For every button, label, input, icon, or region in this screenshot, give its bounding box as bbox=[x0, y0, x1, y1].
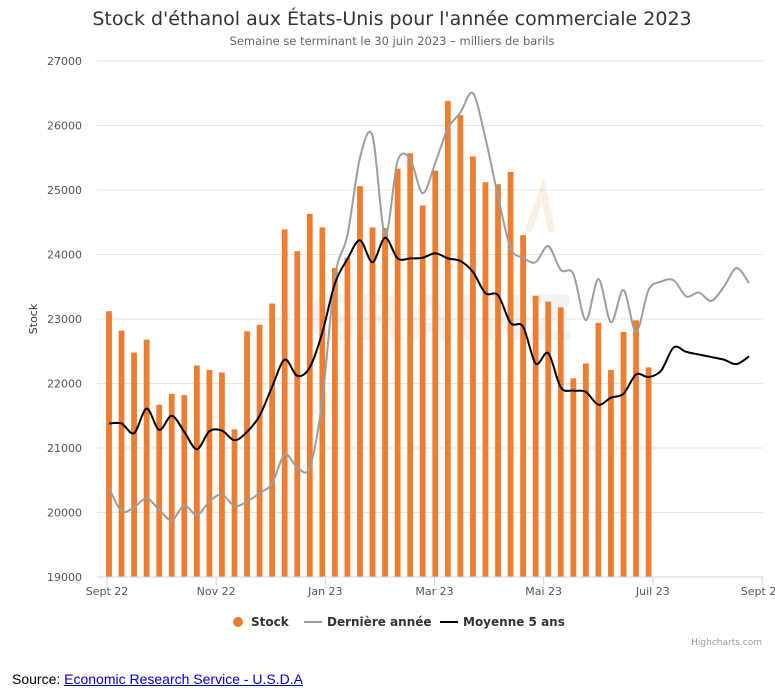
y-tick-label: 20000 bbox=[47, 507, 82, 520]
stock-bar[interactable] bbox=[620, 331, 627, 577]
stock-bar[interactable] bbox=[432, 170, 439, 577]
stock-bar[interactable] bbox=[495, 184, 501, 577]
x-tick-label: Mai 23 bbox=[525, 585, 562, 598]
stock-bar[interactable] bbox=[557, 307, 564, 577]
stock-bar[interactable] bbox=[545, 301, 552, 577]
stock-bar[interactable] bbox=[106, 311, 112, 577]
stock-bar[interactable] bbox=[369, 227, 376, 577]
y-axis-ticks: 19000 20000 21000 22000 23000 24000 25000 26000… bbox=[47, 55, 82, 584]
legend-label-derniere-annee: Dernière année bbox=[327, 615, 432, 629]
moyenne-5-ans-line[interactable] bbox=[108, 236, 750, 451]
legend-label-stock: Stock bbox=[251, 615, 290, 629]
chart-subtitle: Semaine se terminant le 30 juin 2023 – m… bbox=[230, 34, 555, 48]
stock-bar[interactable] bbox=[269, 303, 276, 577]
stock-bar[interactable] bbox=[143, 339, 150, 577]
stock-bar[interactable] bbox=[357, 186, 363, 577]
stock-bar[interactable] bbox=[344, 257, 351, 577]
stock-bar[interactable] bbox=[507, 171, 514, 577]
stock-bar[interactable] bbox=[281, 229, 288, 577]
x-tick-label: Sept 23 bbox=[741, 585, 775, 598]
stock-bar[interactable] bbox=[407, 153, 414, 578]
y-tick-label: 24000 bbox=[47, 249, 82, 262]
stock-bar[interactable] bbox=[645, 367, 652, 578]
x-tick-label: Mar 23 bbox=[415, 585, 453, 598]
stock-bar[interactable] bbox=[595, 322, 602, 577]
stock-bar[interactable] bbox=[394, 168, 401, 577]
y-tick-label: 27000 bbox=[47, 55, 82, 68]
stock-bar[interactable] bbox=[382, 228, 388, 577]
stock-bar[interactable] bbox=[608, 369, 614, 577]
derniere-annee-line[interactable] bbox=[108, 91, 750, 522]
stock-bar[interactable] bbox=[244, 331, 250, 577]
stock-bar[interactable] bbox=[419, 205, 426, 578]
stock-bar[interactable] bbox=[332, 268, 338, 577]
legend-item-derniere-annee[interactable]: Dernière année bbox=[304, 615, 432, 629]
stock-bar[interactable] bbox=[482, 182, 489, 577]
legend[interactable]: Stock Dernière année Moyenne 5 ans bbox=[233, 615, 565, 629]
source-link[interactable]: Economic Research Service - U.S.D.A bbox=[64, 671, 303, 687]
stock-bar[interactable] bbox=[470, 156, 476, 577]
source-line: Source: Economic Research Service - U.S.… bbox=[12, 671, 303, 687]
stock-bar[interactable] bbox=[256, 324, 263, 577]
stock-bar[interactable] bbox=[181, 395, 188, 577]
legend-item-stock[interactable]: Stock bbox=[233, 615, 290, 629]
y-tick-label: 21000 bbox=[47, 442, 82, 455]
x-tick-label: Sept 22 bbox=[86, 585, 129, 598]
chart-title: Stock d'éthanol aux États-Unis pour l'an… bbox=[92, 7, 691, 30]
stock-bar[interactable] bbox=[633, 320, 639, 577]
legend-label-moyenne-5-ans: Moyenne 5 ans bbox=[463, 615, 565, 629]
stock-bar[interactable] bbox=[306, 213, 313, 577]
stock-bar[interactable] bbox=[168, 393, 175, 577]
y-tick-label: 23000 bbox=[47, 313, 82, 326]
stock-bar[interactable] bbox=[570, 378, 577, 577]
y-tick-label: 19000 bbox=[47, 571, 82, 584]
stock-bar[interactable] bbox=[457, 115, 464, 578]
stock-bar[interactable] bbox=[294, 251, 301, 577]
x-tick-label: Juil 23 bbox=[635, 585, 670, 598]
x-axis-ticks: Sept 22 Nov 22 Jan 23 Mar 23 Mai 23 Juil 23 Se… bbox=[86, 577, 775, 598]
stock-bar[interactable] bbox=[206, 369, 213, 577]
legend-marker-stock bbox=[233, 617, 243, 627]
highcharts-credits[interactable]: Highcharts.com bbox=[691, 638, 762, 648]
stock-bar[interactable] bbox=[118, 330, 125, 577]
stock-bar[interactable] bbox=[219, 372, 225, 577]
stock-bar[interactable] bbox=[520, 235, 526, 577]
x-tick-label: Nov 22 bbox=[197, 585, 236, 598]
series-lines bbox=[108, 91, 750, 522]
x-tick-label: Jan 23 bbox=[307, 585, 342, 598]
y-tick-label: 26000 bbox=[47, 120, 82, 133]
stock-bar[interactable] bbox=[131, 352, 137, 577]
stock-bars bbox=[106, 100, 652, 578]
stock-bar[interactable] bbox=[444, 100, 451, 578]
stock-bar[interactable] bbox=[231, 429, 238, 577]
stock-bar[interactable] bbox=[532, 295, 539, 577]
y-tick-label: 25000 bbox=[47, 184, 82, 197]
y-axis-title: Stock bbox=[27, 303, 40, 334]
stock-bar[interactable] bbox=[156, 404, 163, 577]
stock-bar[interactable] bbox=[193, 365, 200, 577]
source-prefix: Source: bbox=[12, 671, 65, 687]
legend-item-moyenne-5-ans[interactable]: Moyenne 5 ans bbox=[440, 615, 565, 629]
y-tick-label: 22000 bbox=[47, 378, 82, 391]
stock-bar[interactable] bbox=[582, 363, 589, 578]
